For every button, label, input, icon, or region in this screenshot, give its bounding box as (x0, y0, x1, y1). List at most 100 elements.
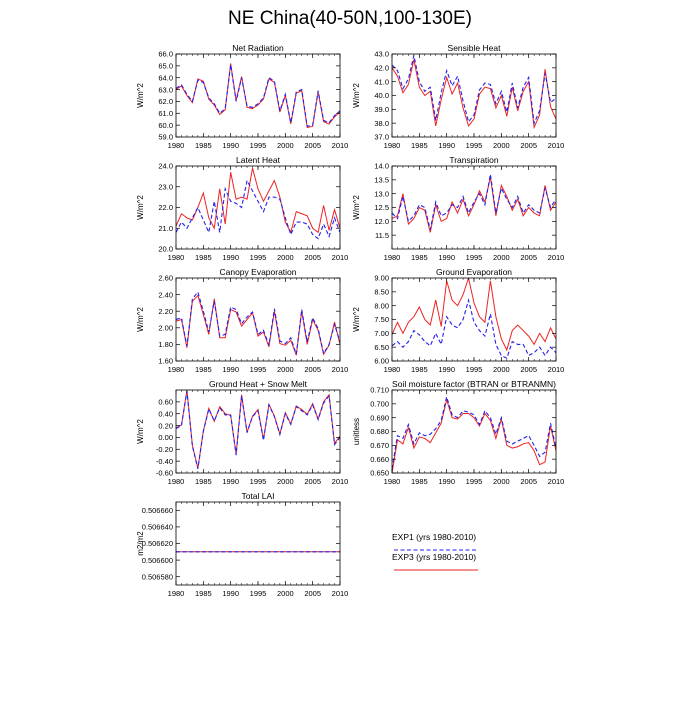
chart-panel-5: Canopy Evaporation W/m^2 1980 1985 1990 1995 2… (136, 267, 348, 374)
y-tick-label: 8.50 (374, 288, 389, 297)
series-line-exp1 (176, 178, 340, 240)
chart-panel-2: Sensible Heat W/m^2 1980 1985 1990 1995 2000 20… (352, 43, 564, 150)
x-tick-label: 2005 (520, 477, 537, 486)
chart-panel-9: Total LAI m2/m2 1980 1985 1990 1995 2000 2005 20… (136, 491, 348, 598)
series-line-exp1 (392, 394, 556, 469)
y-tick-label: 6.00 (374, 357, 389, 366)
x-tick-label: 1995 (250, 477, 267, 486)
chart-panel-3: Latent Heat W/m^2 1980 1985 1990 1995 2000 2005… (136, 155, 348, 262)
x-tick-label: 1980 (168, 365, 185, 374)
y-tick-label: 1.80 (158, 340, 173, 349)
x-tick-label: 1980 (384, 365, 401, 374)
x-tick-label: 2000 (277, 365, 294, 374)
y-axis-label: W/m^2 (352, 307, 361, 332)
y-tick-label: 8.00 (374, 301, 389, 310)
plot-frame (391, 165, 557, 250)
x-tick-label: 1995 (250, 141, 267, 150)
chart-title: Sensible Heat (448, 43, 502, 53)
x-tick-label: 2005 (520, 253, 537, 262)
x-tick-label: 2005 (304, 365, 321, 374)
x-tick-label: 2010 (332, 365, 349, 374)
chart-panel-8: Soil moisture factor (BTRAN or BTRANMN) u… (352, 379, 564, 486)
series-line-exp3 (392, 176, 556, 233)
y-tick-label: -0.60 (156, 469, 173, 478)
x-tick-label: 1985 (195, 477, 212, 486)
x-tick-label: 2010 (332, 589, 349, 598)
x-tick-label: 1995 (250, 253, 267, 262)
chart-title: Transpiration (449, 155, 499, 165)
y-tick-label: 59.0 (158, 133, 173, 142)
y-tick-label: 60.0 (158, 121, 173, 130)
x-tick-label: 1990 (438, 253, 455, 262)
x-tick-label: 1990 (222, 141, 239, 150)
y-tick-label: 64.0 (158, 73, 173, 82)
x-tick-label: 1980 (168, 589, 185, 598)
x-tick-label: 1995 (250, 365, 267, 374)
x-tick-label: 1995 (466, 253, 483, 262)
x-tick-label: 2000 (493, 253, 510, 262)
series-line-exp1 (176, 64, 340, 127)
y-tick-label: 0.670 (370, 441, 389, 450)
chart-panel-7: Ground Heat + Snow Melt W/m^2 1980 1985 1990… (136, 379, 348, 486)
y-tick-label: 13.5 (374, 176, 389, 185)
y-tick-label: 0.20 (158, 421, 173, 430)
y-tick-label: 0.660 (370, 455, 389, 464)
series-line-exp1 (176, 290, 340, 356)
series-line-exp3 (392, 59, 556, 130)
x-tick-label: 1985 (411, 477, 428, 486)
series-line-exp3 (176, 167, 340, 234)
x-tick-label: 2000 (277, 141, 294, 150)
y-tick-label: 0.506660 (142, 506, 173, 515)
chart-title: Soil moisture factor (BTRAN or BTRANMN) (392, 379, 556, 389)
x-tick-label: 2000 (277, 477, 294, 486)
chart-panel-6: Ground Evaporation W/m^2 1980 1985 1990 1995 2… (352, 267, 564, 374)
y-tick-label: 2.40 (158, 290, 173, 299)
x-tick-label: 1995 (466, 365, 483, 374)
y-tick-label: 39.0 (374, 105, 389, 114)
y-tick-label: 0.506600 (142, 556, 173, 565)
y-tick-label: 0.00 (158, 433, 173, 442)
x-tick-label: 1990 (222, 253, 239, 262)
series-line-exp3 (392, 397, 556, 473)
y-tick-label: 12.0 (374, 217, 389, 226)
x-tick-label: 1980 (384, 253, 401, 262)
y-axis-label: m2/m2 (136, 531, 145, 556)
x-tick-label: 2010 (548, 253, 565, 262)
y-tick-label: 0.506580 (142, 572, 173, 581)
y-axis-label: W/m^2 (136, 307, 145, 332)
y-axis-label: W/m^2 (352, 195, 361, 220)
x-tick-label: 1990 (438, 477, 455, 486)
x-tick-label: 2005 (304, 253, 321, 262)
x-tick-label: 1985 (195, 589, 212, 598)
chart-panel-4: Transpiration W/m^2 1980 1985 1990 1995 2000 20… (352, 155, 564, 262)
chart-title: Canopy Evaporation (219, 267, 296, 277)
y-tick-label: 9.00 (374, 274, 389, 283)
x-tick-label: 1980 (168, 477, 185, 486)
series-line-exp3 (176, 390, 340, 469)
y-tick-label: 0.506640 (142, 523, 173, 532)
y-tick-label: -0.40 (156, 457, 173, 466)
figure-title: NE China(40-50N,100-130E) (228, 8, 472, 29)
series-line-exp1 (392, 55, 556, 126)
y-tick-label: 38.0 (374, 119, 389, 128)
series-line-exp3 (176, 294, 340, 356)
y-tick-label: 62.0 (158, 97, 173, 106)
y-tick-label: 24.0 (158, 162, 173, 171)
plot-frame (175, 501, 341, 586)
y-tick-label: 22.0 (158, 203, 173, 212)
x-tick-label: 1995 (466, 141, 483, 150)
x-tick-label: 1985 (195, 253, 212, 262)
series-line-exp3 (176, 63, 340, 129)
y-tick-label: 61.0 (158, 109, 173, 118)
legend: EXP1 (yrs 1980-2010) EXP3 (yrs 1980-2010) (392, 532, 478, 571)
y-tick-label: 21.0 (158, 224, 173, 233)
y-tick-label: 7.50 (374, 315, 389, 324)
y-tick-label: 23.0 (158, 182, 173, 191)
y-tick-label: 11.5 (375, 231, 389, 240)
y-tick-label: 0.60 (158, 398, 173, 407)
y-tick-label: 20.0 (158, 245, 173, 254)
y-tick-label: 6.50 (374, 343, 389, 352)
y-tick-label: 37.0 (374, 133, 389, 142)
x-tick-label: 2000 (493, 365, 510, 374)
